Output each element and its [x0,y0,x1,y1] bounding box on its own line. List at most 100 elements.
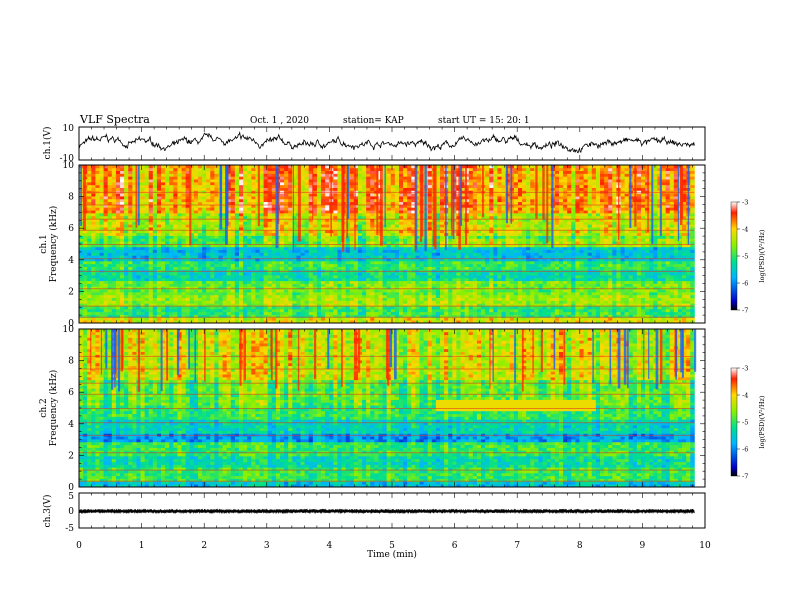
spectrogram-cell [325,184,330,188]
spectrogram-cell [99,196,105,200]
spectrogram-cell [111,286,117,290]
spectrogram-cell [288,224,293,228]
spectrogram-cell [111,260,117,265]
spectrogram-cell [362,255,367,259]
spectrogram-cell [140,235,146,239]
spectrogram-cell [398,215,404,220]
spectrogram-cell [288,215,293,220]
spectrogram-cell [280,272,285,276]
spectrogram-cell [304,311,310,315]
spectrogram-cell [316,260,322,265]
spectrogram-cell [337,317,342,321]
spectrogram-cell [362,275,367,279]
spectrogram-cell [370,215,375,220]
spectrogram-cell [91,229,96,234]
spectrogram-cell [148,252,154,256]
spectrogram-cell [251,311,256,315]
spectrogram-cell [304,167,310,172]
spectrogram-cell [427,289,433,293]
spectrogram-cell [115,275,121,279]
spectrogram-cell [124,320,129,324]
spectrogram-cell [177,227,182,231]
spectrogram-cell [177,207,182,211]
spectrogram-cell [321,198,326,203]
spectrogram-cell [300,196,306,200]
spectrogram-cell [255,221,260,225]
spectrogram-cell [140,201,146,205]
spectrogram-cell [132,255,137,259]
spectrogram-cell [316,317,322,321]
spectrogram-cell [271,235,277,239]
spectrogram-cell [230,249,236,253]
spectrogram-cell [115,317,121,321]
spectrogram-cell [259,193,265,197]
spectrogram-cell [415,170,420,174]
spectrogram-cell [169,244,174,248]
spectrogram-cell [185,289,191,293]
spectrogram-cell [120,176,125,180]
spectrogram-cell [214,187,219,191]
spectrogram-cell [144,314,150,318]
spectrogram-cell [275,255,281,259]
spectrogram-cell [333,218,338,222]
spectrogram-cell [111,238,117,242]
spectrogram-cell [349,210,355,214]
spectrogram-cell [398,258,404,262]
spectrogram-cell [394,260,400,265]
spectrogram-cell [304,272,310,276]
spectrogram-cell [206,229,211,234]
spectrogram-cell [115,303,121,307]
spectrogram-cell [156,238,162,242]
spectrogram-cell [87,255,92,259]
spectrogram-cell [128,198,133,203]
spectrogram-cell [280,291,285,296]
spectrogram-cell [79,291,84,296]
spectrogram-cell [280,204,285,208]
spectrogram-cell [177,252,182,256]
spectrogram-cell [99,179,105,183]
spectrogram-cell [415,260,420,265]
spectrogram-cell [407,184,412,188]
spectrogram-cell [214,308,219,313]
spectrogram-cell [366,263,371,267]
spectrogram-cell [177,193,182,197]
spectrogram-cell [390,258,396,262]
spectrogram-cell [91,246,96,251]
spectrogram-cell [99,303,105,307]
spectrogram-cell [337,193,342,197]
spectrogram-cell [238,246,244,251]
spectrogram-cell [165,229,170,234]
spectrogram-cell [431,306,437,310]
spectrogram-cell [197,311,203,315]
spectrogram-cell [181,235,187,239]
spectrogram-cell [247,212,252,217]
spectrogram-cell [321,277,326,282]
spectrogram-cell [197,303,203,307]
spectrogram-cell [206,246,211,251]
spectrogram-cell [398,224,404,228]
spectrogram-cell [366,252,371,256]
spectrogram-cell [411,179,416,183]
spectrogram-cell [181,263,187,267]
spectrogram-cell [197,258,203,262]
spectrogram-cell [99,317,105,321]
spectrogram-cell [247,283,252,287]
spectrogram-cell [362,280,367,284]
spectrogram-cell [341,280,347,284]
spectrogram-cell [427,173,433,177]
spectrogram-cell [161,275,166,279]
spectrogram-cell [353,272,359,276]
spectrogram-cell [284,246,289,251]
spectrogram-cell [152,291,158,296]
spectrogram-cell [206,306,211,310]
spectrogram-cell [140,176,146,180]
spectrogram-cell [247,207,252,211]
spectrogram-cell [271,289,277,293]
spectrogram-cell [91,241,96,245]
spectrogram-cell [316,272,322,276]
spectrogram-cell [107,249,113,253]
spectrogram-cell [185,311,191,315]
spectrogram-cell [144,173,150,177]
spectrogram-cell [353,196,359,200]
spectrogram-cell [91,165,96,169]
